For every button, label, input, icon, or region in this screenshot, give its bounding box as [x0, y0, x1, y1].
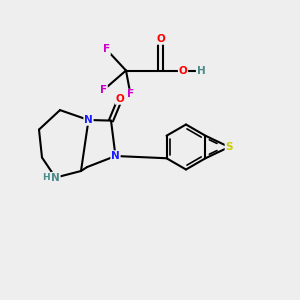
- Text: N: N: [51, 172, 60, 183]
- Text: N: N: [84, 115, 93, 125]
- Text: F: F: [127, 89, 134, 100]
- Text: F: F: [103, 44, 110, 55]
- Text: H: H: [42, 173, 50, 182]
- Text: O: O: [116, 94, 124, 104]
- Text: H: H: [196, 65, 206, 76]
- Text: O: O: [156, 34, 165, 44]
- Text: N: N: [111, 151, 120, 161]
- Text: F: F: [100, 85, 107, 95]
- Text: S: S: [225, 142, 233, 152]
- Text: O: O: [178, 65, 188, 76]
